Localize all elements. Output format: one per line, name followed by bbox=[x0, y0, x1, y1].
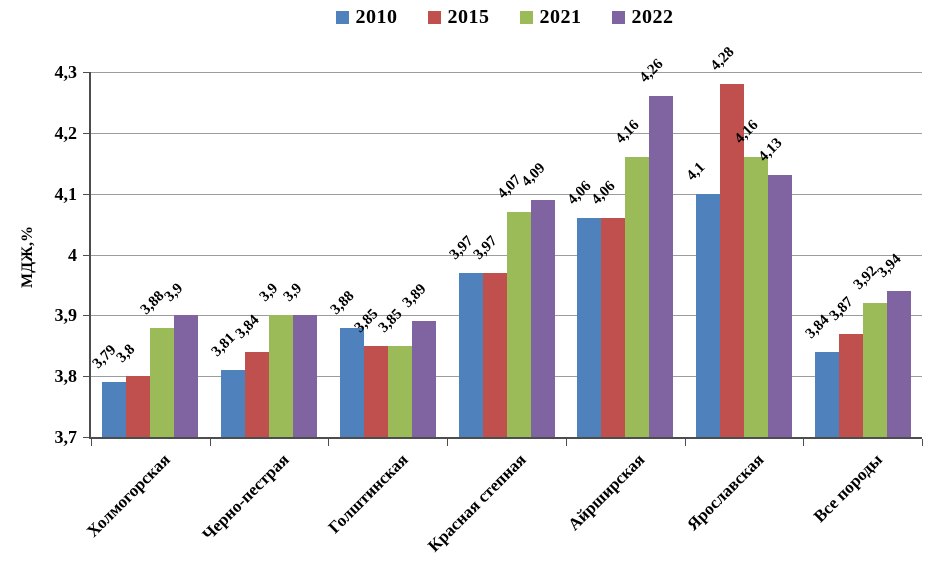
category-label-Холмогорская: Холмогорская bbox=[82, 450, 174, 541]
bar-2021-Черно-пестрая bbox=[269, 315, 294, 437]
legend-item-2022: 2022 bbox=[611, 6, 674, 29]
bar-data-label: 3,8 bbox=[114, 341, 139, 367]
bar-data-label: 4,06 bbox=[564, 178, 595, 208]
bar-2021-Красная степная bbox=[506, 211, 531, 437]
plot-area: 3,79 3,8 3,88 3,9 3,81 3,84 3,9 3,9 3,88 3,85 3,85… bbox=[83, 44, 923, 446]
y-tick-mark bbox=[83, 254, 89, 256]
legend-marker-icon bbox=[427, 11, 441, 24]
bar-2015-Айрширская bbox=[601, 218, 626, 437]
bar-2022-Холмогорская bbox=[174, 315, 199, 437]
bar-2015-Голштинская bbox=[363, 345, 388, 437]
legend-marker-icon bbox=[519, 11, 533, 24]
x-tick-mark bbox=[684, 439, 686, 446]
legend: 2010 2015 2021 2022 bbox=[89, 6, 920, 29]
legend-label: 2022 bbox=[631, 6, 674, 28]
bar-data-label: 4,26 bbox=[636, 56, 667, 87]
y-tick-label: 3,7 bbox=[54, 427, 78, 447]
y-tick-mark bbox=[83, 315, 89, 317]
bar-2021-Ярославская bbox=[743, 157, 768, 437]
bar-2021-Холмогорская bbox=[150, 327, 175, 437]
category-label-Черно-пестрая: Черно-пестрая bbox=[198, 450, 293, 545]
y-tick-mark bbox=[83, 72, 89, 73]
bar-2010-Красная степная bbox=[458, 272, 483, 437]
category-label-Все породы: Все породы bbox=[810, 450, 887, 527]
bar-data-label: 3,81 bbox=[208, 330, 239, 361]
x-tick-mark bbox=[803, 439, 805, 446]
bar-2022-Черно-пестрая bbox=[293, 315, 318, 437]
bar-data-label: 3,85 bbox=[375, 305, 406, 336]
bar-2015-Черно-пестрая bbox=[245, 351, 270, 437]
bar-data-label: 3,88 bbox=[327, 287, 358, 318]
bar-2022-Красная степная bbox=[530, 199, 555, 437]
y-tick-label: 4,2 bbox=[54, 122, 78, 143]
bar-2015-Красная степная bbox=[482, 272, 507, 437]
bar-2021-Айрширская bbox=[625, 157, 650, 437]
legend-label: 2021 bbox=[539, 6, 582, 28]
bar-data-label: 3,9 bbox=[162, 280, 187, 306]
y-tick-mark bbox=[83, 132, 89, 134]
bar-data-label: 3,87 bbox=[826, 293, 857, 324]
bar-2010-Все породы bbox=[814, 351, 839, 437]
bar-2022-Голштинская bbox=[411, 321, 436, 437]
y-tick-mark bbox=[83, 193, 89, 195]
x-tick-mark bbox=[328, 439, 330, 446]
bar-data-label: 3,9 bbox=[256, 280, 282, 306]
bar-2021-Все породы bbox=[862, 303, 887, 437]
bar-data-label: 4,06 bbox=[588, 178, 619, 208]
gridline bbox=[91, 193, 922, 195]
legend-item-2010: 2010 bbox=[335, 6, 398, 29]
y-tick-label: 4,1 bbox=[54, 183, 78, 204]
bar-2010-Холмогорская bbox=[102, 382, 127, 437]
bar-2010-Ярославская bbox=[695, 193, 720, 437]
gridline bbox=[91, 72, 922, 73]
bar-2022-Ярославская bbox=[767, 175, 792, 437]
bar-2015-Все породы bbox=[838, 333, 863, 437]
bar-data-label: 3,97 bbox=[446, 232, 477, 263]
category-label-Голштинская: Голштинская bbox=[324, 450, 412, 538]
legend-marker-icon bbox=[335, 11, 349, 24]
x-tick-mark bbox=[91, 439, 92, 446]
legend-marker-icon bbox=[611, 11, 625, 24]
category-label-Красная степная: Красная степная bbox=[424, 450, 530, 556]
bar-data-label: 3,84 bbox=[802, 311, 833, 342]
x-tick-mark bbox=[565, 439, 567, 446]
x-tick-mark bbox=[209, 439, 211, 446]
category-label-Айрширская: Айрширская bbox=[564, 450, 649, 535]
legend-item-2015: 2015 bbox=[427, 6, 490, 29]
legend-label: 2015 bbox=[447, 6, 490, 28]
bar-data-label: 3,9 bbox=[280, 280, 306, 306]
y-tick-label: 3,9 bbox=[54, 305, 78, 326]
bar-2010-Голштинская bbox=[339, 327, 364, 437]
bar-data-label: 3,84 bbox=[232, 311, 263, 342]
x-tick-mark bbox=[922, 439, 923, 446]
bar-data-label: 4,16 bbox=[612, 117, 643, 148]
y-tick-label: 4,3 bbox=[54, 62, 78, 82]
bar-2021-Голштинская bbox=[387, 345, 412, 437]
gridline bbox=[91, 132, 922, 134]
legend-item-2021: 2021 bbox=[519, 6, 582, 29]
y-tick-label: 4 bbox=[68, 244, 77, 265]
bar-2022-Все породы bbox=[886, 291, 911, 437]
bar-data-label: 4,1 bbox=[683, 159, 709, 184]
category-label-Ярославская: Ярославская bbox=[683, 450, 768, 535]
y-tick-mark bbox=[83, 437, 89, 438]
x-tick-mark bbox=[447, 439, 449, 446]
legend-label: 2010 bbox=[355, 6, 398, 28]
bar-data-label: 3,97 bbox=[470, 232, 501, 263]
bar-data-label: 4,28 bbox=[707, 44, 738, 75]
y-tick-label: 3,8 bbox=[54, 366, 78, 387]
bar-2022-Айрширская bbox=[649, 96, 674, 437]
bar-2010-Айрширская bbox=[577, 218, 602, 437]
bar-data-label: 3,94 bbox=[874, 251, 905, 281]
bar-2015-Холмогорская bbox=[126, 376, 151, 437]
bar-data-label: 3,89 bbox=[399, 281, 430, 312]
bar-2015-Ярославская bbox=[719, 84, 744, 437]
y-tick-mark bbox=[83, 376, 89, 378]
bar-2010-Черно-пестрая bbox=[221, 370, 246, 437]
